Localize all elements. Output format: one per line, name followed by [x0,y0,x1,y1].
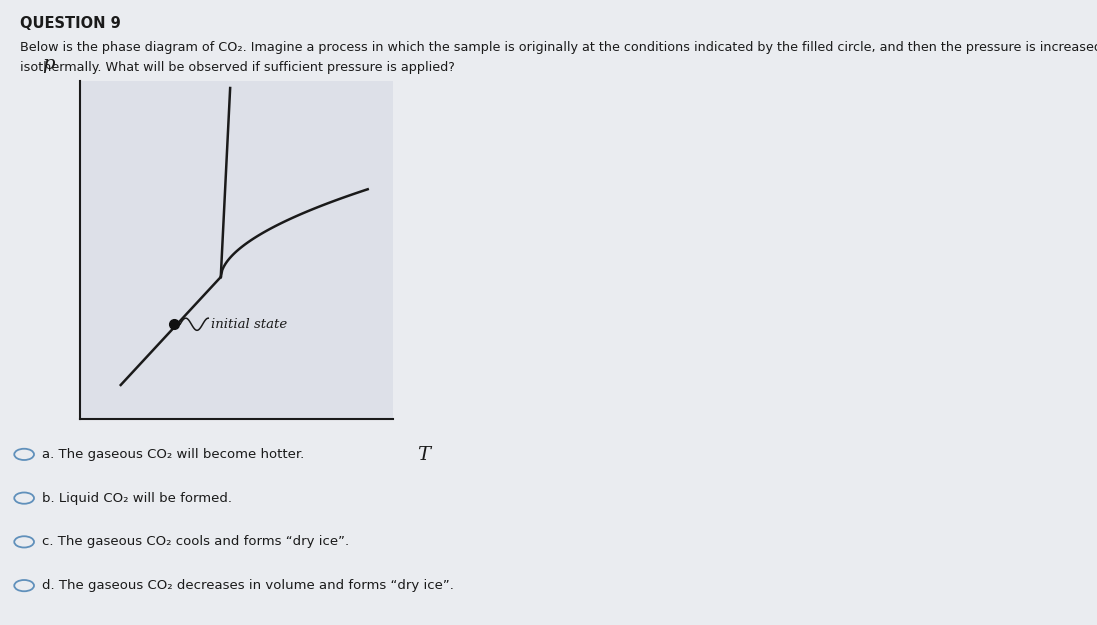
Text: p: p [43,56,55,73]
Text: Below is the phase diagram of CO₂. Imagine a process in which the sample is orig: Below is the phase diagram of CO₂. Imagi… [20,41,1097,54]
Text: d. The gaseous CO₂ decreases in volume and forms “dry ice”.: d. The gaseous CO₂ decreases in volume a… [42,579,453,592]
Text: b. Liquid CO₂ will be formed.: b. Liquid CO₂ will be formed. [42,492,231,504]
Text: QUESTION 9: QUESTION 9 [20,16,121,31]
Text: c. The gaseous CO₂ cools and forms “dry ice”.: c. The gaseous CO₂ cools and forms “dry … [42,536,349,548]
Text: a. The gaseous CO₂ will become hotter.: a. The gaseous CO₂ will become hotter. [42,448,304,461]
Text: isothermally. What will be observed if sufficient pressure is applied?: isothermally. What will be observed if s… [20,61,454,74]
Text: initial state: initial state [212,318,287,331]
Text: T: T [418,446,430,464]
